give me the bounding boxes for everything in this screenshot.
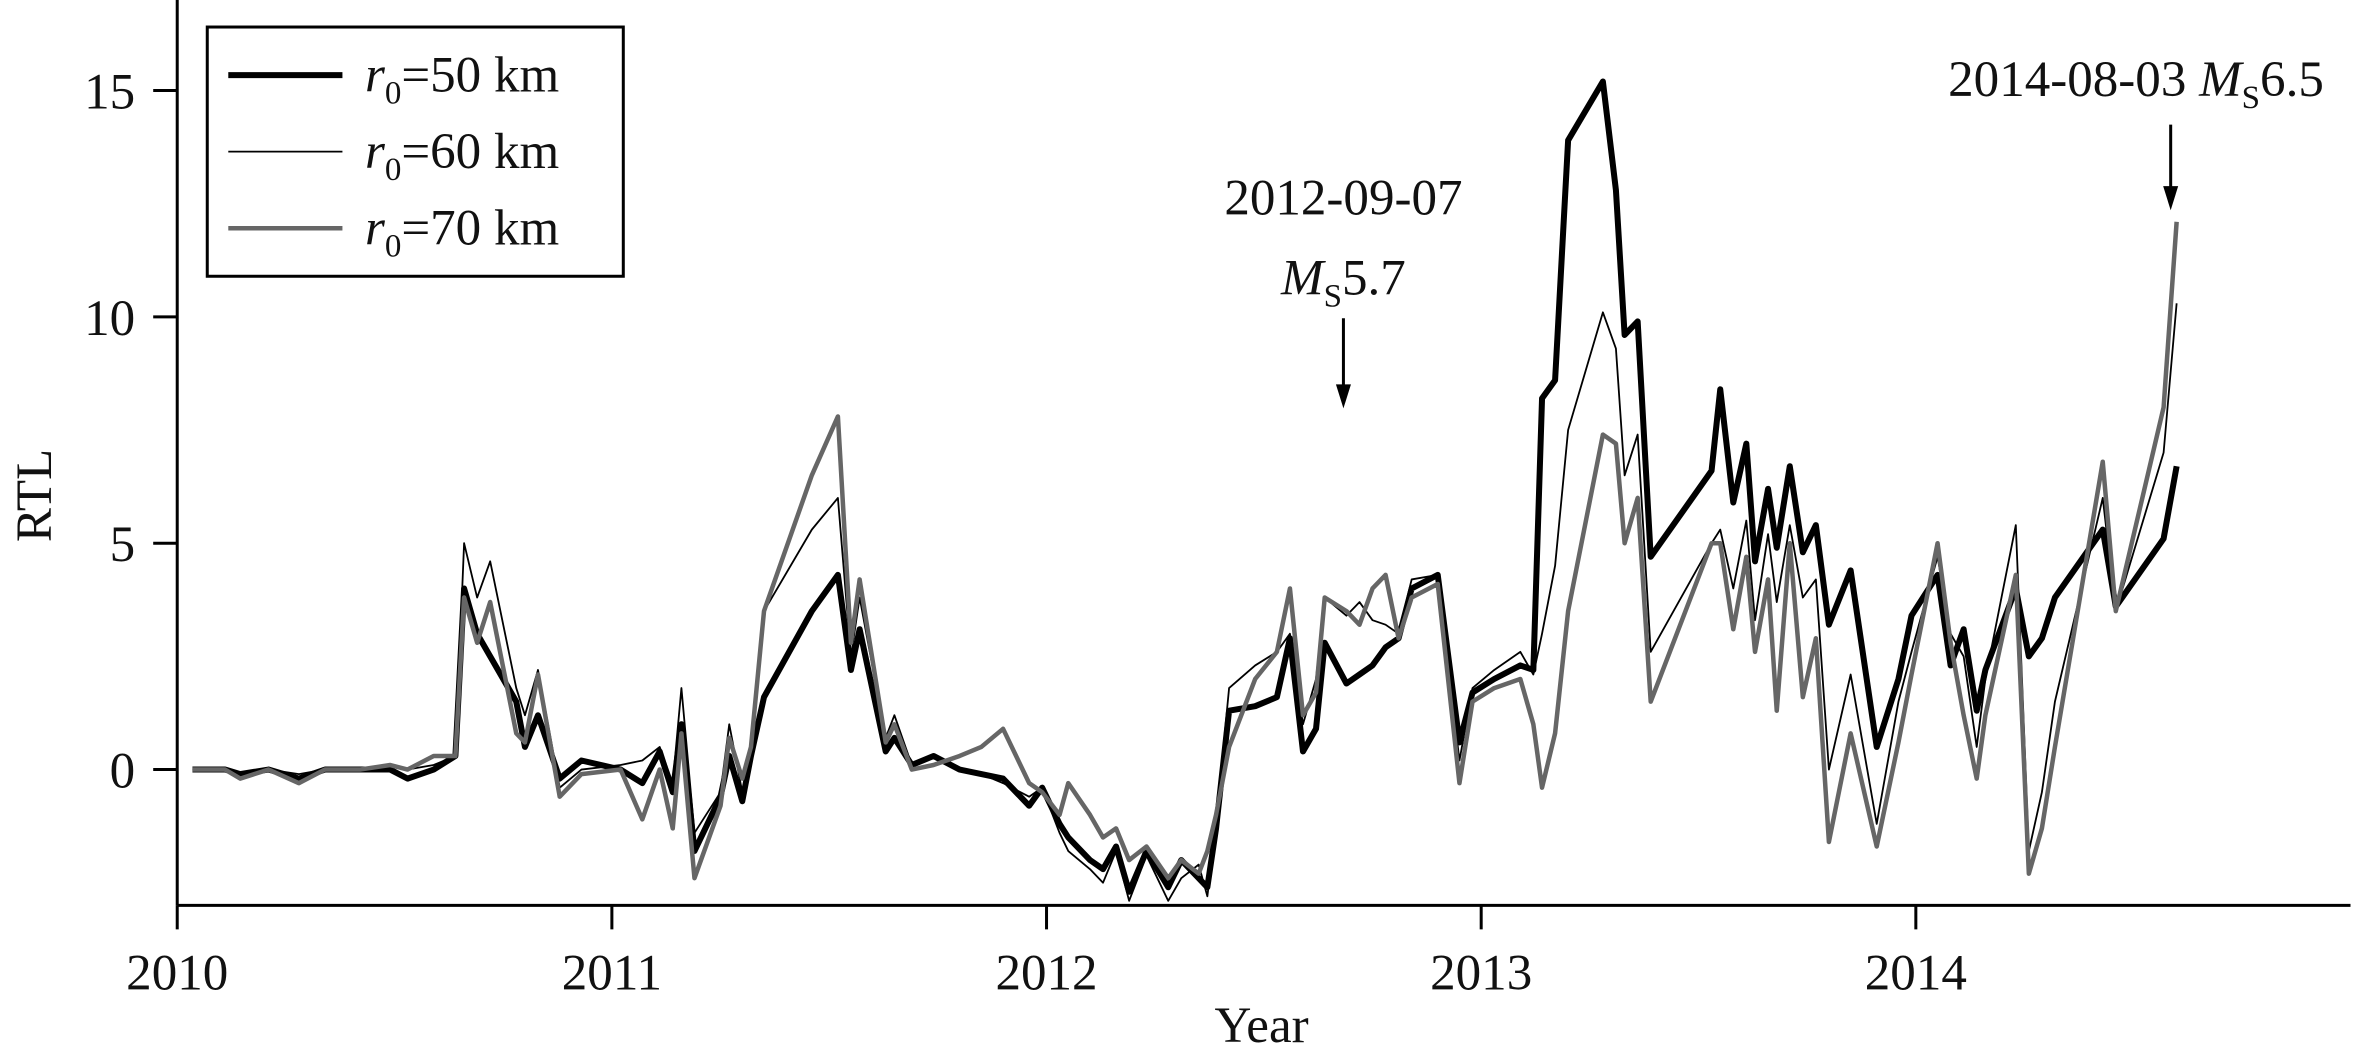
y-tick-label: 10 bbox=[84, 291, 135, 347]
y-axis-label: RTL bbox=[7, 449, 63, 542]
series-line bbox=[192, 221, 2179, 881]
y-tick-label: 0 bbox=[110, 744, 136, 800]
x-tick-label: 2011 bbox=[562, 945, 662, 1001]
x-axis-label: Year bbox=[1215, 998, 1309, 1054]
annotation-text: 2014-08-03 MS6.5 bbox=[1948, 52, 2324, 116]
series-line bbox=[192, 303, 2178, 902]
annotation-text: 2012-09-07 bbox=[1224, 171, 1462, 227]
y-tick-label: 5 bbox=[110, 517, 136, 573]
x-tick-label: 2012 bbox=[995, 945, 1097, 1001]
x-tick-label: 2014 bbox=[1865, 945, 1967, 1001]
annotation-arrowhead bbox=[1335, 384, 1351, 409]
annotation-text: MS5.7 bbox=[1280, 250, 1406, 314]
legend: r0=50 km r0=60 km r0=70 km bbox=[205, 25, 625, 278]
annotation-arrowhead bbox=[2163, 186, 2179, 211]
y-tick-label: 15 bbox=[84, 65, 135, 121]
legend-label: r0=70 km bbox=[365, 201, 559, 265]
legend-label: r0=50 km bbox=[365, 48, 559, 112]
x-tick-label: 2010 bbox=[126, 945, 228, 1001]
legend-label: r0=60 km bbox=[365, 124, 559, 188]
x-tick-label: 2013 bbox=[1430, 945, 1532, 1001]
